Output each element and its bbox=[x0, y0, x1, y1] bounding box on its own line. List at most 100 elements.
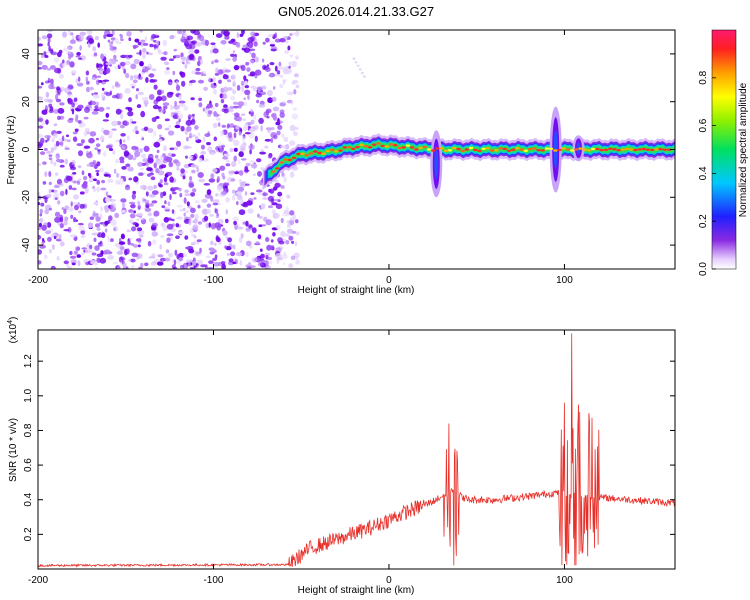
noise-blob bbox=[208, 247, 215, 251]
noise-blob bbox=[124, 61, 131, 66]
noise-blob bbox=[168, 91, 174, 96]
signal-core bbox=[561, 147, 566, 150]
noise-blob bbox=[168, 58, 175, 61]
x-tick-label: -200 bbox=[28, 575, 48, 586]
noise-blob bbox=[166, 156, 173, 163]
noise-blob bbox=[202, 107, 206, 112]
noise-blob bbox=[119, 138, 122, 145]
signal-core bbox=[536, 149, 541, 152]
y-tick-label: 40 bbox=[21, 48, 32, 60]
noise-blob bbox=[246, 266, 252, 269]
noise-blob bbox=[38, 163, 41, 166]
noise-blob bbox=[127, 154, 134, 161]
noise-blob bbox=[199, 247, 202, 253]
noise-blob bbox=[283, 68, 287, 73]
noise-blob bbox=[136, 104, 142, 109]
noise-blob bbox=[39, 208, 43, 214]
noise-blob bbox=[125, 72, 130, 79]
noise-blob bbox=[108, 174, 111, 178]
noise-blob bbox=[96, 172, 99, 177]
noise-blob bbox=[51, 189, 55, 193]
burst bbox=[434, 148, 439, 179]
noise-blob bbox=[66, 60, 71, 64]
signal-core bbox=[359, 143, 364, 146]
noise-blob bbox=[78, 34, 85, 41]
noise-blob bbox=[56, 86, 61, 91]
noise-blob bbox=[142, 198, 147, 202]
noise-blob bbox=[131, 86, 135, 89]
noise-blob bbox=[288, 263, 294, 269]
noise-blob bbox=[99, 243, 104, 247]
noise-blob bbox=[190, 192, 196, 197]
noise-blob bbox=[218, 143, 223, 149]
noise-blob bbox=[180, 36, 186, 43]
noise-blob bbox=[149, 203, 154, 207]
noise-blob bbox=[288, 140, 296, 146]
noise-blob bbox=[255, 189, 263, 193]
noise-blob bbox=[240, 182, 244, 187]
noise-blob bbox=[61, 207, 65, 210]
noise-blob bbox=[67, 84, 74, 90]
noise-blob bbox=[242, 221, 246, 225]
noise-blob bbox=[104, 228, 108, 233]
noise-blob bbox=[244, 89, 251, 96]
noise-blob bbox=[148, 217, 155, 223]
svg-text:(x104): (x104) bbox=[7, 317, 19, 344]
signal-core bbox=[405, 144, 411, 147]
noise-blob bbox=[241, 113, 246, 116]
noise-blob bbox=[273, 198, 281, 202]
noise-blob bbox=[174, 110, 181, 114]
noise-blob bbox=[66, 175, 72, 182]
noise-blob bbox=[266, 244, 272, 251]
noise-blob bbox=[210, 42, 216, 46]
noise-blob bbox=[78, 225, 85, 231]
noise-blob bbox=[230, 53, 235, 57]
noise-blob bbox=[84, 248, 92, 254]
noise-blob bbox=[225, 218, 229, 224]
noise-blob bbox=[178, 94, 182, 101]
noise-blob bbox=[56, 51, 62, 58]
noise-blob bbox=[268, 188, 272, 193]
noise-blob bbox=[274, 32, 278, 39]
signal-core bbox=[628, 148, 634, 151]
noise-blob bbox=[122, 139, 126, 143]
noise-blob bbox=[104, 221, 109, 225]
noise-blob bbox=[264, 138, 272, 142]
noise-blob bbox=[147, 240, 152, 247]
noise-blob bbox=[191, 233, 196, 237]
noise-blob bbox=[183, 212, 186, 217]
signal-core bbox=[376, 142, 381, 145]
noise-blob bbox=[131, 252, 139, 258]
noise-blob bbox=[64, 216, 69, 221]
noise-blob bbox=[113, 54, 117, 60]
noise-blob bbox=[190, 119, 196, 125]
noise-blob bbox=[214, 59, 219, 63]
noise-blob bbox=[279, 84, 284, 88]
noise-blob bbox=[195, 136, 199, 141]
noise-blob bbox=[285, 206, 289, 213]
noise-blob bbox=[268, 205, 273, 209]
noise-blob bbox=[49, 48, 54, 54]
noise-blob bbox=[164, 127, 170, 131]
noise-blob bbox=[211, 168, 218, 173]
noise-blob bbox=[220, 40, 227, 45]
noise-blob bbox=[164, 200, 167, 205]
noise-blob bbox=[53, 235, 57, 240]
noise-blob bbox=[41, 35, 48, 40]
noise-blob bbox=[173, 259, 177, 266]
y-tick-label: 0.4 bbox=[23, 492, 34, 506]
noise-blob bbox=[65, 134, 70, 138]
noise-blob bbox=[171, 264, 176, 269]
noise-blob bbox=[222, 175, 226, 180]
noise-blob bbox=[158, 184, 163, 188]
noise-blob bbox=[214, 102, 219, 108]
noise-blob bbox=[243, 169, 250, 172]
noise-blob bbox=[250, 109, 253, 113]
noise-blob bbox=[126, 248, 130, 254]
signal-core bbox=[279, 161, 284, 164]
noise-blob bbox=[291, 230, 297, 234]
noise-blob bbox=[139, 30, 143, 33]
noise-blob bbox=[293, 89, 297, 95]
noise-blob bbox=[96, 227, 101, 232]
